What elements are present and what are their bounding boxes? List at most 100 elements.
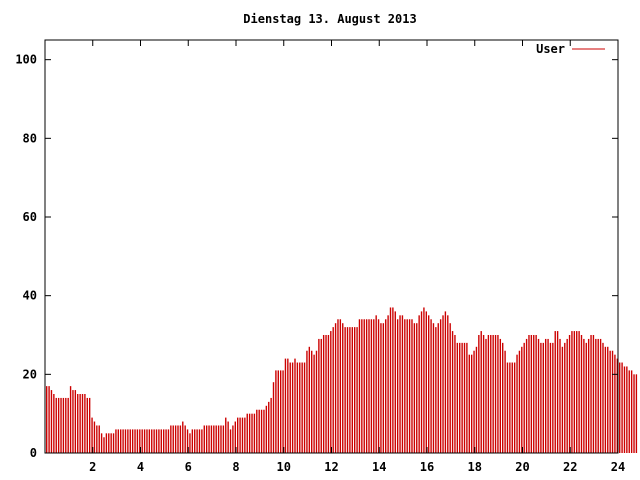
bar [549, 342, 552, 453]
bar [191, 429, 194, 453]
bar [349, 327, 351, 453]
bar [220, 425, 222, 453]
bar [155, 429, 158, 453]
bar [334, 323, 337, 453]
bar [98, 425, 100, 453]
bar [84, 394, 86, 453]
bar [160, 429, 162, 453]
bar [174, 425, 177, 453]
bar [411, 319, 413, 453]
bar [311, 350, 313, 453]
x-tick-label: 14 [372, 460, 386, 474]
bar [380, 323, 382, 453]
bar [158, 429, 160, 453]
bar [105, 433, 108, 453]
bar [131, 429, 134, 453]
bar [208, 425, 210, 453]
bar [148, 429, 151, 453]
bar [237, 417, 239, 453]
bar [609, 350, 611, 453]
bar [60, 397, 62, 453]
bar [387, 315, 389, 453]
bar [227, 421, 229, 453]
bar [583, 338, 585, 453]
bar [234, 421, 236, 453]
bar [93, 421, 96, 453]
bar [170, 425, 172, 453]
bar [189, 433, 191, 453]
bar [325, 335, 327, 453]
bar [72, 390, 74, 453]
bar [232, 425, 234, 453]
bar [373, 319, 375, 453]
y-tick-label: 60 [23, 210, 37, 224]
bar [115, 429, 117, 453]
bar [272, 382, 275, 453]
bar [406, 319, 408, 453]
bar [179, 425, 182, 453]
bar [628, 370, 630, 453]
bar [358, 319, 361, 453]
bar [265, 405, 268, 453]
bar [253, 413, 256, 453]
bar [213, 425, 215, 453]
bar [162, 429, 165, 453]
bar [525, 338, 528, 453]
bar [201, 429, 203, 453]
bar [404, 319, 406, 453]
bar [81, 394, 84, 453]
bar [122, 429, 124, 453]
bar [177, 425, 179, 453]
bar [225, 417, 227, 453]
bar [425, 311, 427, 453]
bar [368, 319, 370, 453]
bar [301, 362, 303, 453]
bar [423, 307, 425, 453]
bar [619, 362, 621, 453]
bar [239, 417, 241, 453]
bar [497, 335, 499, 453]
bar [611, 350, 614, 453]
bar [633, 374, 635, 453]
bar [277, 370, 279, 453]
bar [540, 342, 542, 453]
bar [473, 350, 475, 453]
bar [468, 354, 470, 453]
bar [110, 433, 112, 453]
y-tick-label: 80 [23, 131, 37, 145]
bar [444, 311, 447, 453]
bar [413, 323, 416, 453]
bar [516, 354, 518, 453]
bar [306, 350, 308, 453]
bar [439, 319, 442, 453]
bar [356, 327, 358, 453]
bar [437, 323, 439, 453]
bar [294, 358, 296, 453]
bar [392, 307, 394, 453]
bar [318, 338, 320, 453]
x-axis: 2 4 6 8 10 12 14 16 18 20 22 24 [89, 40, 625, 474]
bar [521, 346, 523, 453]
bar [268, 401, 270, 453]
bar [194, 429, 196, 453]
bar [50, 390, 53, 453]
bar [502, 342, 504, 453]
bar [504, 350, 506, 453]
bar [418, 315, 420, 453]
bar [287, 358, 289, 453]
bar [537, 338, 540, 453]
bar [635, 374, 638, 453]
bar [535, 335, 537, 453]
bar [205, 425, 208, 453]
bar [74, 390, 77, 453]
bar [478, 335, 480, 453]
bar [86, 397, 88, 453]
bar [430, 319, 432, 453]
bar [626, 366, 628, 453]
bar [296, 362, 299, 453]
bar [595, 338, 597, 453]
bar [363, 319, 365, 453]
bar [117, 429, 120, 453]
bar [217, 425, 220, 453]
